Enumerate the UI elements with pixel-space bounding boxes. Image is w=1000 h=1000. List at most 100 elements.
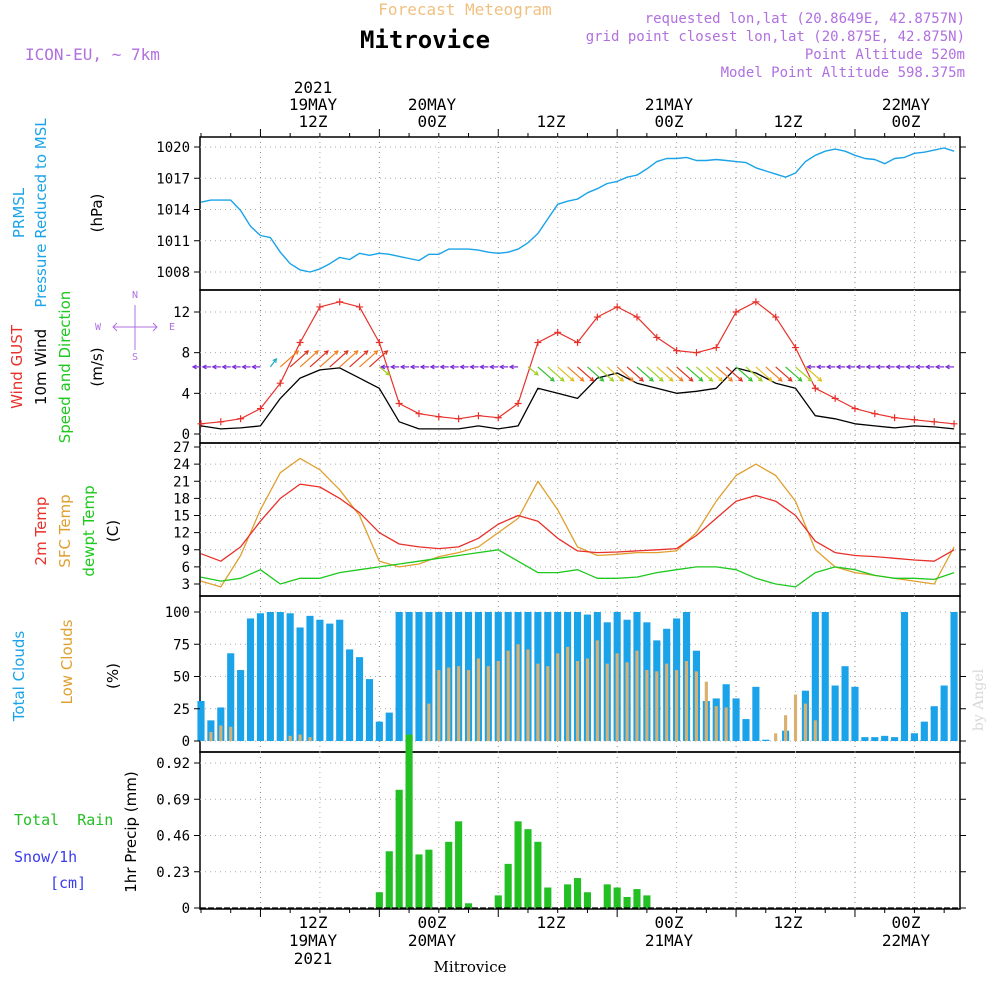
wind-direction-arrow bbox=[795, 366, 812, 382]
top-axis-label: 21MAY bbox=[645, 95, 694, 114]
wind-direction-arrow bbox=[775, 366, 793, 382]
wind-direction-arrow bbox=[378, 366, 390, 376]
bottom-axis-label: 00Z bbox=[418, 913, 447, 932]
low-cloud-bar bbox=[605, 663, 609, 741]
wind-direction-arrow bbox=[686, 366, 703, 382]
compass-n-label: N bbox=[132, 290, 138, 301]
wind-direction-arrowhead bbox=[389, 364, 395, 370]
total-cloud-bar bbox=[286, 613, 294, 741]
bottom-time-axis: 12Z 19MAY 2021 00Z 20MAY 12Z 00Z 21MAY 1… bbox=[289, 913, 931, 976]
wind-direction-arrow bbox=[805, 366, 822, 382]
wind-direction-arrow bbox=[725, 366, 743, 382]
total-cloud-bar bbox=[940, 685, 948, 741]
pressure-unit-label: (hPa) bbox=[88, 194, 106, 233]
wind-direction-arrow bbox=[636, 366, 654, 382]
y-tick-label: 0.92 bbox=[156, 756, 190, 772]
wind-direction-arrowhead bbox=[915, 364, 921, 370]
y-tick-label: 3 bbox=[182, 577, 190, 593]
wind-direction-arrowhead bbox=[373, 350, 379, 355]
wind-direction-arrowhead bbox=[221, 364, 227, 370]
low-cloud-bar bbox=[496, 661, 500, 741]
total-cloud-bar bbox=[415, 612, 423, 741]
prmsl-desc-label: Pressure Reduced to MSL bbox=[32, 118, 50, 308]
wind-direction-arrow bbox=[299, 350, 319, 368]
low-cloud-bar bbox=[506, 650, 510, 741]
low-cloud-bar bbox=[774, 733, 778, 741]
low-cloud-bar bbox=[229, 726, 233, 741]
top-axis-label: 12Z bbox=[537, 112, 566, 131]
wind-direction-arrowhead bbox=[924, 364, 931, 370]
low-cloud-bar bbox=[694, 671, 698, 741]
total-cloud-bar bbox=[831, 685, 839, 741]
sfc-temp-label: SFC Temp bbox=[56, 494, 74, 567]
wind-direction-arrow bbox=[269, 358, 277, 368]
rain-bar bbox=[405, 734, 413, 908]
wind-direction-arrowhead bbox=[835, 364, 841, 370]
wind-direction-arrowhead bbox=[508, 364, 514, 370]
wind-direction-arrowhead bbox=[380, 364, 386, 370]
low-cloud-bar bbox=[308, 737, 312, 741]
y-tick-label: 9 bbox=[182, 543, 190, 559]
wind-direction-arrowhead bbox=[569, 376, 575, 382]
low-cloud-bar bbox=[645, 670, 649, 741]
snow-label: Snow/1h bbox=[14, 848, 77, 866]
snow-unit-label: [cm] bbox=[50, 874, 86, 892]
wind-direction-arrow bbox=[646, 366, 664, 382]
wind-direction-arrowhead bbox=[658, 376, 664, 382]
gust-marker bbox=[375, 339, 383, 346]
y-tick-label: 1008 bbox=[156, 265, 190, 281]
y-tick-label: 1017 bbox=[156, 171, 190, 187]
y-tick-label: 15 bbox=[173, 509, 190, 525]
total-cloud-bar bbox=[336, 619, 344, 741]
model-label: ICON-EU, ~ 7km bbox=[25, 45, 160, 64]
wind-direction-arrowhead bbox=[191, 364, 197, 370]
rain-bar bbox=[613, 887, 621, 908]
gust-marker bbox=[593, 313, 601, 321]
gust-marker bbox=[574, 339, 582, 346]
wind-direction-arrow bbox=[745, 366, 763, 382]
wind-direction-arrowhead bbox=[231, 364, 237, 370]
top-time-axis: 2021 19MAY 12Z 20MAY 00Z 12Z 21MAY 00Z 1… bbox=[289, 78, 931, 131]
y-tick-label: 24 bbox=[173, 457, 190, 473]
dewpt-line bbox=[200, 549, 955, 588]
y-tick-label: 0.46 bbox=[156, 829, 190, 845]
wind-direction-arrowhead bbox=[294, 350, 300, 355]
wind-direction-arrowhead bbox=[688, 376, 694, 382]
total-cloud-bar bbox=[197, 701, 205, 741]
low-cloud-bar bbox=[556, 653, 560, 741]
low-cloud-bar bbox=[625, 662, 629, 741]
low-cloud-bar bbox=[457, 666, 461, 741]
wind-direction-arrowhead bbox=[718, 376, 724, 382]
wind-direction-arrowhead bbox=[323, 350, 329, 355]
t2m-line bbox=[200, 483, 955, 562]
top-axis-label: 2021 bbox=[294, 78, 333, 97]
temp-unit-label: (C) bbox=[104, 520, 122, 542]
wind-direction-arrowhead bbox=[698, 376, 704, 382]
pressure-line bbox=[200, 147, 955, 273]
watermark: by Angel bbox=[971, 668, 987, 731]
y-tick-label: 21 bbox=[173, 474, 190, 490]
wind-direction-arrowhead bbox=[579, 376, 585, 382]
gust-label: Wind GUST bbox=[8, 324, 26, 409]
wind-direction-arrow bbox=[626, 366, 644, 382]
wind-direction-arrow bbox=[676, 366, 694, 382]
wind-direction-arrowhead bbox=[777, 376, 783, 382]
gust-marker bbox=[811, 384, 819, 392]
wind-direction-arrow bbox=[279, 350, 299, 368]
gust-marker bbox=[474, 412, 482, 420]
rain-bar bbox=[425, 849, 433, 908]
wind-direction-arrowhead bbox=[549, 376, 555, 382]
wind-direction-arrowhead bbox=[599, 376, 605, 382]
clouds-labels: Total Clouds Low Clouds (%) bbox=[10, 619, 122, 722]
chart-title: Mitrovice bbox=[360, 26, 490, 54]
gust-marker bbox=[891, 414, 899, 422]
total-cloud-bar bbox=[425, 612, 433, 741]
total-cloud-bar bbox=[207, 720, 215, 741]
gust-marker bbox=[435, 413, 443, 421]
y-tick-label: 100 bbox=[165, 605, 190, 621]
y-tick-label: 12 bbox=[173, 305, 190, 321]
wind-direction-arrowhead bbox=[757, 376, 763, 382]
y-tick-label: 0 bbox=[182, 734, 190, 750]
wind-direction-arrowhead bbox=[807, 376, 813, 382]
